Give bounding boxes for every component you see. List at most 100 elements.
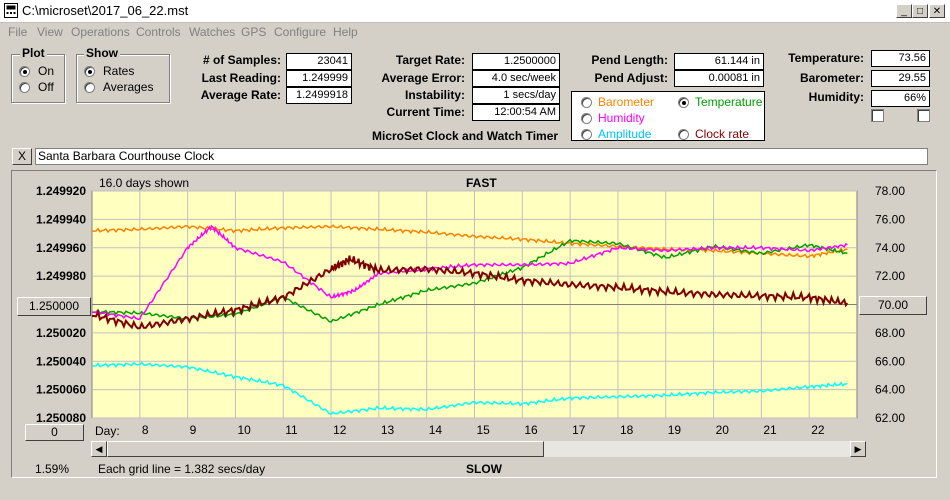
menu-file[interactable]: File [8, 25, 28, 39]
app-caption: MicroSet Clock and Watch Timer [372, 129, 559, 143]
temperature-value: 73.56 [871, 50, 930, 67]
x-axis-tick: 8 [142, 423, 149, 437]
pend-length-value: 61.144 in [674, 53, 764, 70]
right-axis-tick: 76.00 [875, 212, 905, 226]
target-rate-label: Target Rate: [395, 53, 465, 67]
percent-readout: 1.59% [35, 462, 70, 476]
title-bar: C:\microset\2017_06_22.mst _ □ ✕ [0, 0, 950, 23]
plot-off-label: Off [38, 80, 54, 94]
minimize-button[interactable]: _ [896, 4, 912, 18]
menu-operations[interactable]: Operations [71, 25, 130, 39]
menu-help[interactable]: Help [333, 25, 358, 39]
plot-on-label: On [38, 64, 55, 78]
pend-length-label: Pend Length: [591, 53, 668, 67]
scroll-left-arrow-icon[interactable]: ◀ [91, 441, 107, 457]
humidity-label: Humidity: [808, 90, 864, 104]
series-line-barometer [91, 224, 848, 259]
menu-gps[interactable]: GPS [241, 25, 267, 39]
horizontal-scrollbar[interactable]: ◀ ▶ [91, 441, 866, 457]
right-axis-tick: 68.00 [875, 326, 905, 340]
series-line-clock_rate [92, 255, 849, 330]
left-axis-tick: 1.249920 [36, 184, 86, 198]
x-axis-tick: 17 [572, 423, 586, 437]
x-axis-tick: 12 [333, 423, 347, 437]
series-clock-rate-radio[interactable] [678, 129, 689, 140]
x-axis-tick: 14 [429, 423, 443, 437]
right-axis-tick: 74.00 [875, 241, 905, 255]
x-axis-tick: 22 [811, 423, 825, 437]
series-barometer-label: Barometer [598, 95, 655, 109]
show-rates-radio[interactable] [84, 66, 95, 77]
current-time-label: Current Time: [386, 105, 465, 119]
left-axis-tick: 1.250080 [36, 411, 86, 425]
maximize-button[interactable]: □ [912, 4, 928, 18]
instability-label: Instability: [404, 88, 465, 102]
menu-bar: File View Operations Controls Watches GP… [0, 22, 950, 42]
samples-label: # of Samples: [202, 53, 281, 67]
series-amplitude-label: Amplitude [598, 127, 652, 141]
grid-line-note: Each grid line = 1.382 secs/day [98, 462, 266, 476]
average-error-value: 4.0 sec/week [472, 70, 560, 87]
last-reading-value: 1.249999 [286, 70, 352, 87]
x-axis-tick: 16 [524, 423, 538, 437]
show-rates-label: Rates [103, 64, 135, 78]
x-axis-tick: 18 [620, 423, 634, 437]
right-axis-center-button[interactable]: 70.00 [859, 296, 927, 315]
pend-adjust-label: Pend Adjust: [594, 71, 668, 85]
left-axis-tick: 1.249940 [36, 212, 86, 226]
left-axis-tick: 1.250040 [36, 354, 86, 368]
day-label: Day: [95, 424, 120, 438]
scroll-thumb[interactable] [107, 441, 544, 457]
series-barometer-radio[interactable] [581, 97, 592, 108]
left-axis-tick: 1.249960 [36, 241, 86, 255]
plot-off-radio[interactable] [19, 82, 30, 93]
x-axis-tick: 9 [190, 423, 197, 437]
average-rate-label: Average Rate: [200, 88, 281, 102]
x-axis-tick: 15 [477, 423, 491, 437]
slow-label: SLOW [466, 462, 502, 476]
series-line-temperature [91, 238, 848, 323]
left-axis-tick: 1.249980 [36, 269, 86, 283]
right-axis-tick: 64.00 [875, 383, 905, 397]
menu-watches[interactable]: Watches [189, 25, 236, 39]
center-rate-button[interactable]: 1.250000 [17, 297, 91, 316]
instability-value: 1 secs/day [472, 87, 560, 104]
clear-description-button[interactable]: X [12, 148, 32, 165]
right-axis-tick: 62.00 [875, 411, 905, 425]
series-line-amplitude [91, 361, 848, 416]
zero-button[interactable]: 0 [25, 424, 84, 441]
fast-label: FAST [466, 176, 497, 190]
scroll-right-arrow-icon[interactable]: ▶ [850, 441, 866, 457]
close-icon: X [17, 149, 26, 163]
description-input[interactable]: Santa Barbara Courthouse Clock [35, 148, 928, 165]
menu-view[interactable]: View [37, 25, 63, 39]
close-window-button[interactable]: ✕ [929, 4, 945, 18]
show-group [76, 54, 170, 103]
barometer-label: Barometer: [799, 71, 864, 85]
series-humidity-radio[interactable] [581, 113, 592, 124]
target-rate-value: 1.2500000 [472, 53, 560, 70]
plot-on-radio[interactable] [19, 66, 30, 77]
x-axis-tick: 20 [716, 423, 730, 437]
left-axis-tick: 1.250060 [36, 383, 86, 397]
series-amplitude-radio[interactable] [581, 129, 592, 140]
show-group-title: Show [84, 46, 120, 60]
samples-value: 23041 [286, 53, 352, 70]
days-shown-label: 16.0 days shown [99, 176, 190, 190]
x-axis-tick: 10 [237, 423, 251, 437]
barometer-value: 29.55 [871, 70, 930, 87]
current-time-value: 12:00:54 AM [472, 104, 560, 121]
x-axis-tick: 11 [285, 423, 298, 437]
menu-controls[interactable]: Controls [136, 25, 181, 39]
series-clock-rate-label: Clock rate [695, 127, 750, 141]
x-axis-tick: 19 [668, 423, 682, 437]
option-checkbox-1[interactable] [871, 109, 884, 122]
last-reading-label: Last Reading: [201, 71, 281, 85]
series-temperature-radio[interactable] [678, 97, 689, 108]
menu-configure[interactable]: Configure [274, 25, 327, 39]
option-checkbox-2[interactable] [917, 109, 930, 122]
show-averages-radio[interactable] [84, 82, 95, 93]
series-humidity-label: Humidity [598, 111, 645, 125]
app-icon [4, 3, 18, 18]
